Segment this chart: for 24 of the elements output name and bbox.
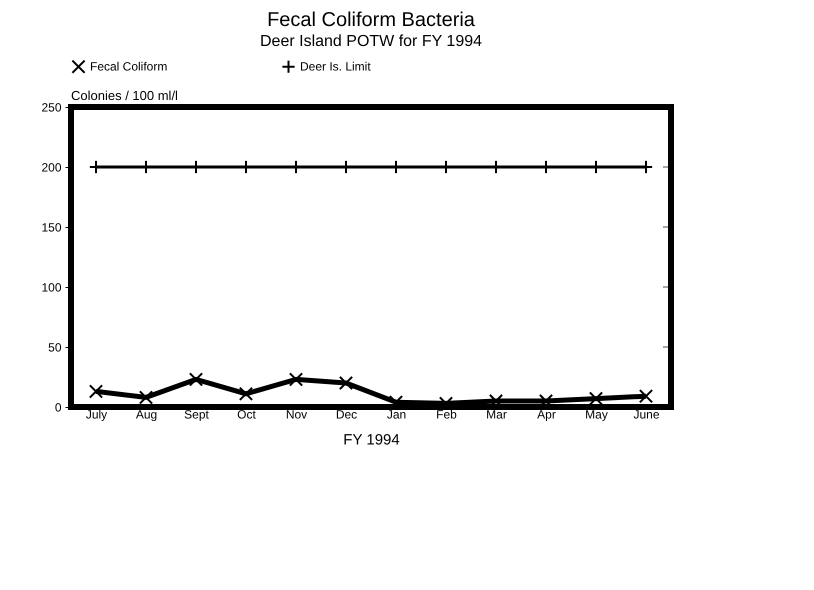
y-tick-label: 50	[48, 340, 62, 354]
x-tick-label: June	[633, 408, 660, 422]
x-tick-label: Apr	[537, 408, 556, 422]
chart-title: Fecal Coliform Bacteria	[267, 9, 476, 31]
x-tick-label: July	[86, 408, 108, 422]
legend-label: Deer Is. Limit	[300, 60, 372, 74]
legend-label: Fecal Coliform	[90, 60, 168, 74]
x-tick-label: Jan	[386, 408, 406, 422]
y-tick-label: 0	[54, 400, 62, 414]
y-tick-label: 250	[41, 100, 62, 114]
y-tick-label: 150	[41, 220, 62, 234]
x-tick-label: Oct	[237, 408, 256, 422]
chart-subtitle: Deer Island POTW for FY 1994	[260, 33, 482, 50]
y-tick-label: 200	[41, 160, 62, 174]
y-tick-label: 100	[41, 280, 62, 294]
x-tick-label: Feb	[436, 408, 458, 422]
x-tick-label: Dec	[336, 408, 358, 422]
y-axis-title: Colonies / 100 ml/l	[71, 88, 178, 103]
x-tick-label: Nov	[286, 408, 308, 422]
x-tick-label: May	[585, 408, 608, 422]
x-tick-label: Sept	[184, 408, 210, 422]
x-axis-title: FY 1994	[343, 432, 400, 448]
x-tick-label: Aug	[136, 408, 158, 422]
x-tick-label: Mar	[486, 408, 507, 422]
